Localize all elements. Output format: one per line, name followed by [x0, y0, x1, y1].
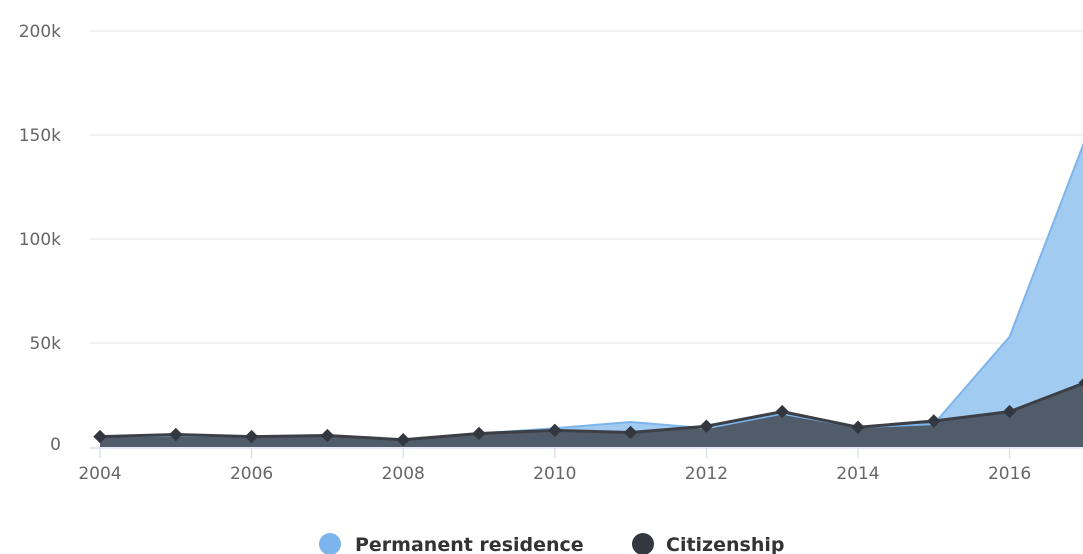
data-point-marker[interactable]	[927, 414, 941, 428]
data-point-marker[interactable]	[623, 425, 638, 440]
data-point-marker[interactable]	[169, 427, 183, 442]
x-tick-label: 2016	[988, 464, 1031, 484]
series-markers	[93, 377, 1083, 447]
data-point-marker[interactable]	[1002, 404, 1017, 419]
data-point-marker[interactable]	[775, 404, 789, 419]
series-areas	[100, 145, 1083, 447]
x-tick-label: 2004	[78, 464, 121, 484]
series-lines	[99, 142, 1083, 442]
series-area-citizenship	[100, 383, 1083, 447]
y-axis-ticks: 0 50k 100k 150k 200k	[19, 22, 61, 455]
x-tick-label: 2012	[685, 464, 728, 484]
legend-swatch	[632, 533, 654, 554]
series-line-permanent-residence	[99, 142, 1083, 441]
x-tick-label: 2014	[836, 464, 879, 484]
x-tick-label: 2010	[533, 464, 576, 484]
legend-swatch	[319, 533, 341, 554]
x-tick-label: 2006	[230, 464, 273, 484]
data-point-marker[interactable]	[548, 423, 562, 438]
y-tick-label: 200k	[19, 22, 61, 42]
y-tick-label: 150k	[19, 126, 61, 146]
data-point-marker[interactable]	[699, 419, 714, 433]
x-tick-label: 2008	[382, 464, 425, 484]
data-point-marker[interactable]	[244, 429, 259, 444]
data-point-marker[interactable]	[851, 420, 865, 434]
y-tick-label: 100k	[19, 230, 61, 250]
legend: Permanent residence Citizenship	[319, 533, 784, 554]
series-line-citizenship	[99, 381, 1083, 442]
data-point-marker[interactable]	[320, 428, 335, 443]
x-axis-ticks: 2004 2006 2008 2010 2012 2014 2016	[78, 448, 1031, 484]
y-tick-label: 50k	[30, 334, 62, 354]
series-area-permanent-residence	[100, 145, 1083, 447]
legend-label: Permanent residence	[355, 534, 584, 554]
legend-item-permanent-residence[interactable]: Permanent residence	[319, 533, 584, 554]
gridlines	[90, 30, 1083, 344]
data-point-marker[interactable]	[93, 429, 107, 444]
y-tick-label: 0	[50, 435, 61, 455]
legend-label: Citizenship	[666, 534, 784, 554]
legend-item-citizenship[interactable]: Citizenship	[632, 533, 784, 554]
data-point-marker[interactable]	[396, 433, 410, 447]
data-point-marker[interactable]	[472, 426, 486, 441]
data-point-marker[interactable]	[1078, 377, 1083, 389]
